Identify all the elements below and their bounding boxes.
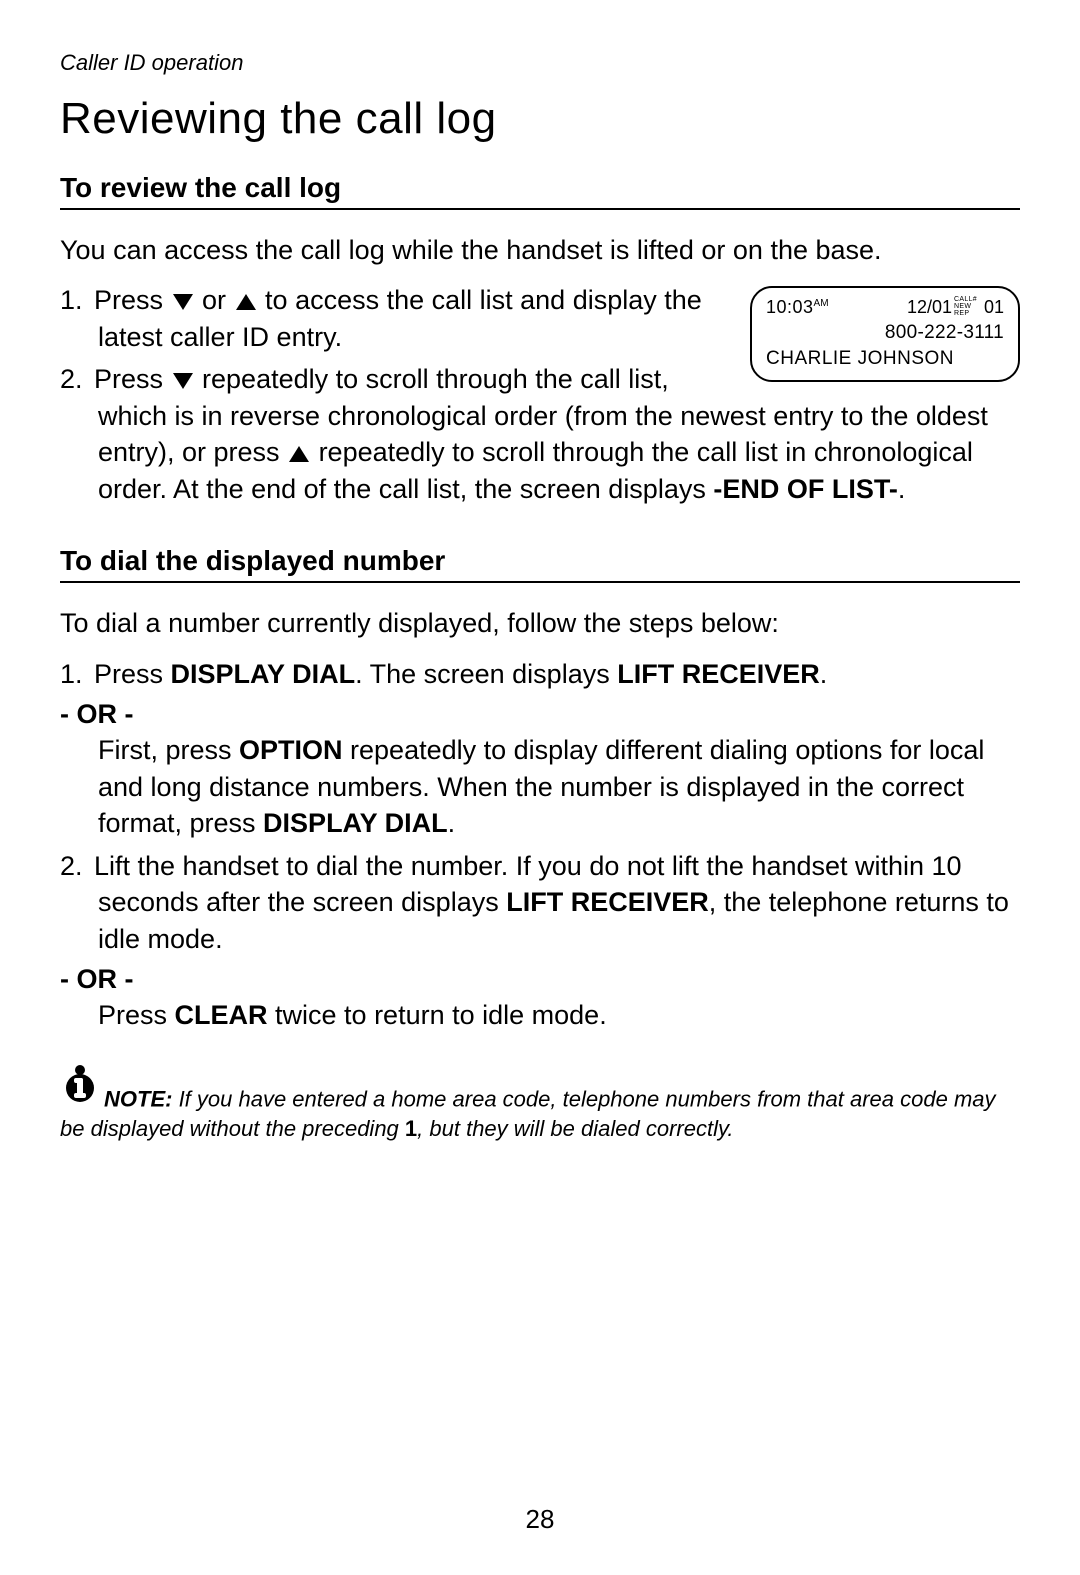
up-arrow-icon: [289, 446, 309, 462]
s2-d: twice to return to idle mode.: [268, 1000, 607, 1030]
option-label: OPTION: [239, 735, 343, 765]
lcd-time: 10:03: [766, 297, 814, 317]
s1-f: .: [448, 808, 456, 838]
lcd-ampm: AM: [814, 298, 829, 309]
lcd-name: CHARLIE JOHNSON: [766, 347, 1004, 371]
step-1-text-a: Press: [94, 285, 171, 315]
note-label: NOTE:: [104, 1087, 172, 1112]
breadcrumb: Caller ID operation: [60, 50, 1020, 76]
display-dial-label-2: DISPLAY DIAL: [263, 808, 448, 838]
page-number: 28: [0, 1504, 1080, 1535]
down-arrow-icon: [173, 294, 193, 310]
note-b: , but they will be dialed correctly.: [417, 1116, 733, 1141]
dial-step-2: 2.Lift the handset to dial the number. I…: [60, 848, 1020, 1034]
step-2: 2.Press repeatedly to scroll through the…: [60, 361, 1020, 507]
steps-dial: 1.Press DISPLAY DIAL. The screen display…: [60, 656, 1020, 1034]
lcd-date: 12/01: [907, 297, 952, 317]
note-one: 1: [405, 1116, 417, 1141]
clear-label: CLEAR: [175, 1000, 268, 1030]
lcd-count: 01: [984, 297, 1004, 317]
s1-d: First, press: [98, 735, 239, 765]
lcd-display: 10:03AM 12/01CALL#NEWREP 01 800-222-3111…: [750, 286, 1020, 382]
lcd-tags: CALL#NEWREP: [954, 296, 977, 317]
step-2-text-a: Press: [94, 364, 171, 394]
section-heading-review: To review the call log: [60, 172, 1020, 210]
lcd-row-time: 10:03AM 12/01CALL#NEWREP 01: [766, 296, 1004, 319]
or-label-1: - OR -: [98, 696, 1020, 732]
up-arrow-icon: [236, 294, 256, 310]
section-heading-dial: To dial the displayed number: [60, 545, 1020, 583]
intro-text-2: To dial a number currently displayed, fo…: [60, 605, 1020, 641]
info-icon: [60, 1064, 100, 1112]
step-2-period: .: [898, 474, 906, 504]
s1-b: . The screen displays: [355, 659, 617, 689]
lift-receiver-label-2: LIFT RECEIVER: [506, 887, 709, 917]
step-2-number: 2.: [60, 361, 94, 397]
s2-c: Press: [98, 1000, 175, 1030]
display-dial-label: DISPLAY DIAL: [171, 659, 356, 689]
dial-step-1: 1.Press DISPLAY DIAL. The screen display…: [60, 656, 1020, 842]
or-label-2: - OR -: [98, 961, 1020, 997]
note-block: NOTE: If you have entered a home area co…: [60, 1064, 1020, 1144]
step-1-text-b: or: [195, 285, 234, 315]
step-1-number: 1.: [60, 282, 94, 318]
dial-step-1-number: 1.: [60, 656, 94, 692]
s1-c: .: [820, 659, 828, 689]
intro-text-1: You can access the call log while the ha…: [60, 232, 1020, 268]
lift-receiver-label: LIFT RECEIVER: [617, 659, 820, 689]
s1-a: Press: [94, 659, 171, 689]
end-of-list-label: -END OF LIST-: [713, 474, 898, 504]
page-title: Reviewing the call log: [60, 94, 1020, 144]
lcd-phone: 800-222-3111: [766, 321, 1004, 345]
dial-step-2-number: 2.: [60, 848, 94, 884]
down-arrow-icon: [173, 373, 193, 389]
